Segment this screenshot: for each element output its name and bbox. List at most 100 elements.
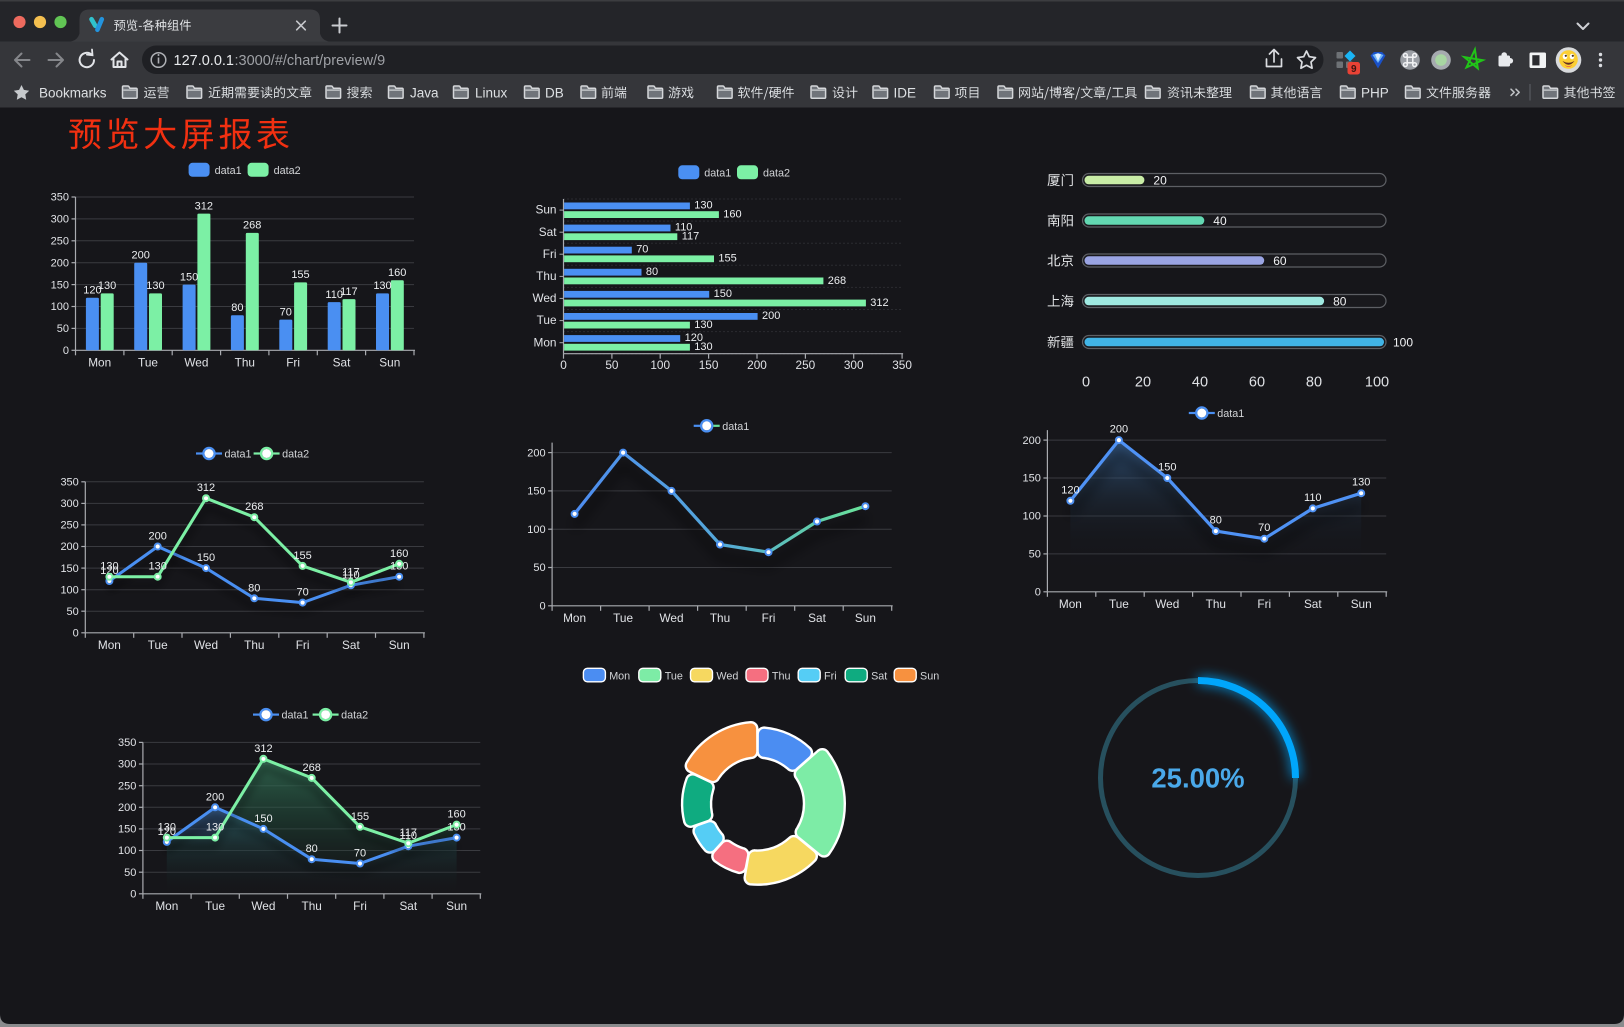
svg-text:127.0.0.1: 127.0.0.1 — [174, 53, 234, 69]
svg-text:268: 268 — [243, 220, 261, 232]
svg-text:Thu: Thu — [235, 355, 255, 369]
svg-text:60: 60 — [1273, 254, 1287, 268]
svg-text:50: 50 — [67, 606, 79, 618]
svg-text:Mon: Mon — [155, 899, 178, 913]
svg-text:Wed: Wed — [184, 355, 208, 369]
svg-text:Mon: Mon — [534, 335, 557, 349]
svg-text:312: 312 — [195, 200, 213, 212]
svg-text:40: 40 — [1213, 214, 1227, 228]
svg-text:Sun: Sun — [389, 638, 410, 652]
svg-text:200: 200 — [60, 541, 78, 553]
svg-text:110: 110 — [400, 830, 418, 842]
svg-text:Sat: Sat — [399, 899, 417, 913]
svg-text:Fri: Fri — [543, 247, 557, 261]
svg-text:155: 155 — [293, 550, 311, 562]
svg-text:120: 120 — [1061, 484, 1079, 496]
svg-text:80: 80 — [1306, 375, 1322, 391]
svg-text:70: 70 — [296, 587, 308, 599]
svg-text:312: 312 — [254, 743, 272, 755]
svg-text:150: 150 — [699, 358, 719, 372]
svg-text:150: 150 — [180, 271, 198, 283]
svg-text:Sun: Sun — [536, 203, 557, 217]
svg-text:data2: data2 — [274, 165, 301, 177]
svg-text:70: 70 — [1258, 522, 1270, 534]
svg-text:300: 300 — [844, 358, 864, 372]
svg-text:Tue: Tue — [537, 313, 557, 327]
svg-text:Mon: Mon — [1059, 597, 1082, 611]
svg-text:Sat: Sat — [539, 225, 557, 239]
svg-text:200: 200 — [118, 802, 136, 814]
svg-text:160: 160 — [388, 267, 406, 279]
svg-text:Sun: Sun — [446, 899, 467, 913]
svg-text:200: 200 — [149, 531, 167, 543]
svg-text:Fri: Fri — [286, 355, 300, 369]
svg-text:120: 120 — [83, 285, 101, 297]
svg-text:Wed: Wed — [532, 291, 556, 305]
svg-text::3000/#/chart/preview/9: :3000/#/chart/preview/9 — [235, 53, 386, 69]
svg-text:150: 150 — [1158, 462, 1176, 474]
svg-text:100: 100 — [1365, 375, 1389, 391]
svg-text:200: 200 — [747, 358, 767, 372]
svg-text:Mon: Mon — [98, 638, 121, 652]
svg-text:0: 0 — [560, 358, 567, 372]
svg-text:Sat: Sat — [871, 670, 887, 682]
svg-text:200: 200 — [762, 310, 780, 322]
svg-text:Tue: Tue — [205, 899, 225, 913]
svg-text:Sat: Sat — [1304, 597, 1322, 611]
svg-text:data1: data1 — [225, 449, 252, 461]
svg-text:Java: Java — [410, 85, 439, 100]
svg-text:Fri: Fri — [296, 638, 310, 652]
svg-text:9: 9 — [1351, 64, 1357, 75]
svg-text:40: 40 — [1192, 375, 1208, 391]
svg-text:0: 0 — [63, 345, 69, 357]
svg-text:250: 250 — [796, 358, 816, 372]
svg-text:150: 150 — [254, 813, 272, 825]
svg-text:80: 80 — [231, 302, 243, 314]
svg-text:Bookmarks: Bookmarks — [39, 85, 107, 100]
svg-text:110: 110 — [1304, 492, 1322, 504]
svg-text:Wed: Wed — [659, 611, 683, 625]
svg-text:Tue: Tue — [138, 355, 158, 369]
svg-text:117: 117 — [682, 231, 700, 243]
svg-text:155: 155 — [291, 269, 309, 281]
svg-text:117: 117 — [342, 566, 360, 578]
svg-text:70: 70 — [280, 306, 292, 318]
svg-text:Mon: Mon — [88, 355, 111, 369]
svg-text:Fri: Fri — [1257, 597, 1271, 611]
svg-text:0: 0 — [1082, 375, 1090, 391]
svg-text:Thu: Thu — [772, 670, 791, 682]
svg-text:Thu: Thu — [1206, 597, 1226, 611]
svg-text:150: 150 — [60, 563, 78, 575]
svg-text:150: 150 — [51, 279, 69, 291]
svg-text:Sun: Sun — [379, 355, 400, 369]
svg-text:130: 130 — [98, 280, 116, 292]
svg-text:130: 130 — [158, 822, 176, 834]
svg-text:Fri: Fri — [824, 670, 837, 682]
svg-text:Fri: Fri — [762, 611, 776, 625]
svg-text:250: 250 — [60, 520, 78, 532]
svg-text:Wed: Wed — [1155, 597, 1179, 611]
svg-text:50: 50 — [605, 358, 619, 372]
svg-text:Sat: Sat — [808, 611, 826, 625]
svg-text:200: 200 — [1110, 424, 1128, 436]
svg-text:150: 150 — [714, 288, 732, 300]
svg-text:50: 50 — [533, 562, 545, 574]
svg-text:130: 130 — [100, 561, 118, 573]
svg-text:80: 80 — [248, 582, 260, 594]
svg-text:120: 120 — [158, 826, 176, 838]
svg-text:200: 200 — [132, 250, 150, 262]
svg-text:PHP: PHP — [1361, 85, 1389, 100]
svg-text:300: 300 — [118, 759, 136, 771]
svg-text:Sun: Sun — [855, 611, 876, 625]
svg-text:data1: data1 — [722, 421, 749, 433]
svg-text:100: 100 — [118, 845, 136, 857]
svg-text:data2: data2 — [282, 449, 309, 461]
svg-text:80: 80 — [646, 266, 658, 278]
svg-text:100: 100 — [60, 584, 78, 596]
svg-text:Thu: Thu — [710, 611, 730, 625]
svg-text:Wed: Wed — [194, 638, 218, 652]
svg-text:130: 130 — [1352, 477, 1370, 489]
svg-text:Sat: Sat — [333, 355, 351, 369]
svg-text:155: 155 — [718, 253, 736, 265]
svg-text:117: 117 — [400, 827, 418, 839]
